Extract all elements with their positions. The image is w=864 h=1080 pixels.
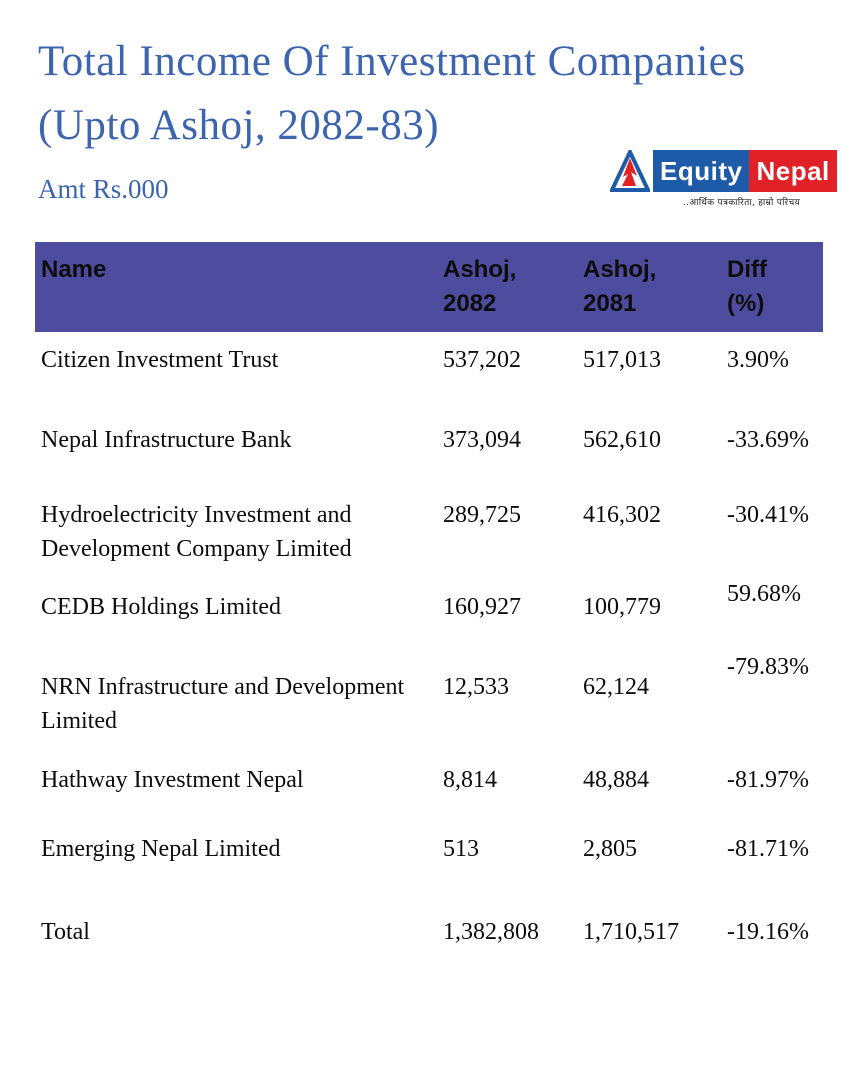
table-row: Emerging Nepal Limited 513 2,805 -81.71% (35, 821, 823, 904)
table-row: Hydroelectricity Investment and Developm… (35, 487, 823, 579)
value-diff-pct: -30.41% (727, 502, 809, 528)
table-row: NRN Infrastructure and Development Limit… (35, 654, 823, 752)
value-ashoj-2082: 289,725 (443, 502, 521, 528)
page-title-line2: (Upto Ashoj, 2082-83) (38, 102, 440, 149)
amount-unit-label: Amt Rs.000 (38, 174, 169, 204)
table-total-row: Total 1,382,808 1,710,517 -19.16% (35, 904, 823, 974)
page-title: Total Income Of Investment Companies (Up… (38, 30, 818, 158)
company-name: Hathway Investment Nepal (41, 767, 304, 793)
company-name: NRN Infrastructure and Development Limit… (41, 674, 405, 734)
company-name: Hydroelectricity Investment and Developm… (41, 502, 352, 562)
value-ashoj-2082: 373,094 (443, 427, 521, 453)
value-ashoj-2082: 8,814 (443, 767, 497, 793)
table-row: Nepal Infrastructure Bank 373,094 562,61… (35, 412, 823, 487)
company-name: Emerging Nepal Limited (41, 836, 281, 862)
value-diff-pct: -79.83% (727, 654, 809, 680)
company-name: Citizen Investment Trust (41, 347, 279, 373)
value-ashoj-2081: 100,779 (583, 594, 661, 620)
logo-word-nepal: Nepal (749, 150, 837, 192)
company-name: CEDB Holdings Limited (41, 594, 281, 620)
value-ashoj-2081: 48,884 (583, 767, 649, 793)
logo-word-equity: Equity (653, 150, 750, 192)
table-row: Citizen Investment Trust 537,202 517,013… (35, 332, 823, 412)
mountain-logo-icon (610, 150, 650, 192)
value-ashoj-2081: 517,013 (583, 347, 661, 373)
value-ashoj-2081: 62,124 (583, 674, 649, 700)
logo-band: Equity Nepal (610, 150, 837, 192)
value-diff-pct: -81.71% (727, 836, 809, 862)
value-diff-pct: -81.97% (727, 767, 809, 793)
value-ashoj-2082: 160,927 (443, 594, 521, 620)
total-diff-pct: -19.16% (727, 919, 809, 945)
value-ashoj-2082: 537,202 (443, 347, 521, 373)
total-label: Total (41, 919, 90, 945)
table-row: CEDB Holdings Limited 160,927 100,779 59… (35, 579, 823, 659)
total-ashoj-2082: 1,382,808 (443, 919, 539, 945)
value-ashoj-2082: 513 (443, 836, 479, 862)
header-ashoj-2081: Ashoj, 2081 (583, 256, 657, 317)
logo-tagline: ..आर्थिक पत्रकारिता, हाम्रो परिचय (682, 198, 800, 208)
header-name: Name (41, 256, 107, 283)
company-name: Nepal Infrastructure Bank (41, 427, 292, 453)
income-table: Name Ashoj, 2082 Ashoj, 2081 Diff (%) Ci… (35, 242, 823, 974)
header-ashoj-2082: Ashoj, 2082 (443, 256, 517, 317)
value-ashoj-2081: 2,805 (583, 836, 637, 862)
value-ashoj-2081: 562,610 (583, 427, 661, 453)
value-diff-pct: 59.68% (727, 581, 801, 607)
page-title-line1: Total Income Of Investment Companies (38, 38, 746, 85)
value-diff-pct: -33.69% (727, 427, 809, 453)
total-ashoj-2081: 1,710,517 (583, 919, 679, 945)
value-diff-pct: 3.90% (727, 347, 789, 373)
table-row: Hathway Investment Nepal 8,814 48,884 -8… (35, 752, 823, 821)
value-ashoj-2081: 416,302 (583, 502, 661, 528)
header-diff-pct: Diff (%) (727, 256, 767, 317)
table-header-row: Name Ashoj, 2082 Ashoj, 2081 Diff (%) (35, 242, 823, 332)
equity-nepal-logo: Equity Nepal ..आर्थिक पत्रकारिता, हाम्रो… (610, 150, 837, 208)
value-ashoj-2082: 12,533 (443, 674, 509, 700)
